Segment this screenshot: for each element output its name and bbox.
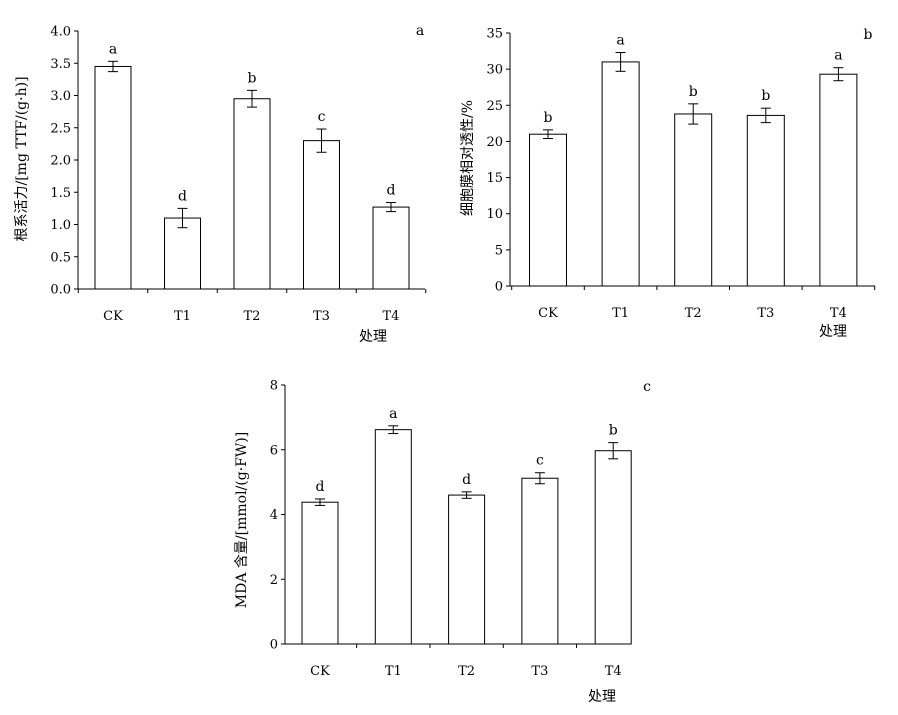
x-tick-label: T4 <box>605 664 622 679</box>
x-tick-label: T2 <box>685 306 702 321</box>
x-tick-label: CK <box>310 664 330 679</box>
y-tick-label: 3.5 <box>50 57 71 72</box>
bar <box>529 133 567 287</box>
bar <box>448 494 486 645</box>
bar <box>94 65 132 290</box>
x-tick-label: T1 <box>612 306 629 321</box>
significance-letter: d <box>178 188 187 204</box>
bar <box>594 450 632 645</box>
y-tick-label: 2.5 <box>50 121 71 136</box>
y-tick-label: 10 <box>486 207 503 222</box>
bar <box>372 206 410 290</box>
significance-letter: d <box>387 183 396 199</box>
y-tick-label: 6 <box>270 443 278 458</box>
y-tick-label: 35 <box>486 27 503 42</box>
bar <box>746 114 785 287</box>
x-tick-label: T4 <box>830 306 847 321</box>
significance-letter: b <box>761 88 770 104</box>
y-tick-label: 2.0 <box>50 154 71 169</box>
significance-letter: c <box>318 109 326 125</box>
significance-letter: b <box>248 70 257 86</box>
significance-letter: b <box>689 84 698 100</box>
x-tick-label: T3 <box>757 306 774 321</box>
x-axis-title: 处理 <box>588 689 616 705</box>
y-tick-label: 20 <box>486 135 503 150</box>
x-axis-title: 处理 <box>359 329 387 345</box>
bar <box>164 217 201 290</box>
chart-panel-c: c 处理 MDA 含量/[mmol/(g·FW)] 0 2 4 6 8 d CK a T1 d T2… <box>234 379 651 706</box>
x-tick-label: T4 <box>383 309 400 324</box>
chart-panel-b: b 处理 细胞膜相对透性/% 0 5 10 15 20 25 30 35 b CK a T1 b T2 b T… <box>460 27 876 340</box>
y-tick-label: 5 <box>495 243 503 258</box>
bar <box>301 501 339 645</box>
y-tick-label: 0 <box>270 638 278 653</box>
y-tick-label: 1.5 <box>50 186 71 201</box>
x-tick-label: T3 <box>531 664 548 679</box>
significance-letter: a <box>616 33 624 49</box>
y-tick-label: 8 <box>270 379 278 394</box>
y-axis-title: 细胞膜相对透性/% <box>460 100 476 216</box>
y-tick-label: 3.0 <box>50 89 71 104</box>
x-axis-title: 处理 <box>819 324 847 340</box>
chart-panel-a: a 处理 根系活力/[mg TTF/(g·h)] 0.0 0.5 1.0 1.5 2.0… <box>14 23 427 345</box>
bar <box>674 113 713 287</box>
y-tick-label: 1.0 <box>50 218 71 233</box>
y-tick-label: 15 <box>486 171 503 186</box>
significance-letter: d <box>462 472 471 488</box>
x-tick-label: T2 <box>244 309 261 324</box>
significance-letter: b <box>609 423 618 439</box>
significance-letter: a <box>109 41 117 57</box>
significance-letter: b <box>544 110 553 126</box>
y-axis-title: 根系活力/[mg TTF/(g·h)] <box>14 76 30 241</box>
y-tick-label: 0.0 <box>50 283 71 298</box>
y-tick-label: 25 <box>486 99 503 114</box>
y-tick-label: 30 <box>486 63 503 78</box>
panel-label: b <box>864 27 873 43</box>
significance-letter: d <box>316 479 325 495</box>
bar <box>303 140 340 290</box>
y-tick-label: 4 <box>270 508 278 523</box>
significance-letter: a <box>389 406 397 422</box>
panel-label: c <box>643 379 651 395</box>
bar <box>521 477 559 645</box>
bar <box>374 429 412 645</box>
panel-label: a <box>416 23 424 39</box>
bar <box>233 98 271 290</box>
significance-letter: c <box>536 453 544 469</box>
y-tick-label: 0.5 <box>50 250 71 265</box>
significance-letter: a <box>834 48 842 64</box>
y-tick-label: 0 <box>495 280 503 295</box>
x-tick-label: CK <box>538 306 558 321</box>
x-tick-label: T2 <box>458 664 475 679</box>
bar <box>601 61 640 287</box>
x-tick-label: T3 <box>313 309 330 324</box>
x-tick-label: T1 <box>385 664 402 679</box>
y-tick-label: 4.0 <box>50 25 71 40</box>
bar <box>819 73 858 287</box>
y-axis-title: MDA 含量/[mmol/(g·FW)] <box>234 432 250 608</box>
x-tick-label: CK <box>103 309 123 324</box>
x-tick-label: T1 <box>174 309 191 324</box>
y-tick-label: 2 <box>270 573 278 588</box>
